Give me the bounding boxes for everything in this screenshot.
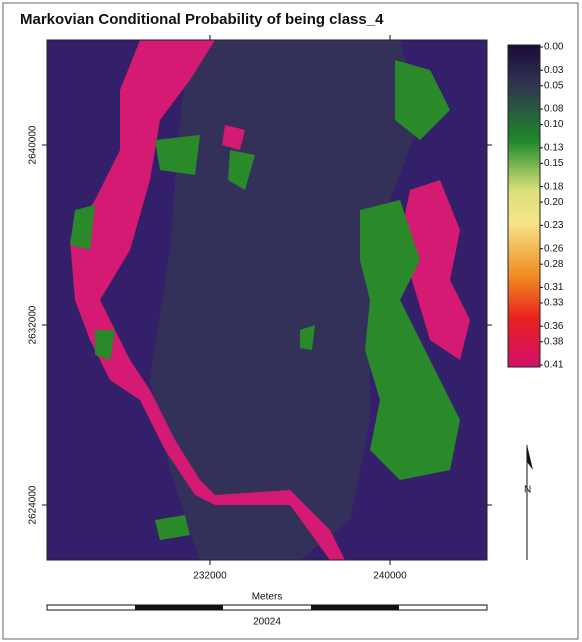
colorbar-label: 0.05: [544, 80, 564, 91]
colorbar-label: 0.18: [544, 181, 564, 192]
map-title: Markovian Conditional Probability of bei…: [20, 11, 384, 28]
colorbar-label: 0.08: [544, 104, 564, 115]
colorbar-label: 0.26: [544, 243, 564, 254]
x-tick-label: 240000: [373, 571, 407, 582]
colorbar-label: 0.00: [544, 42, 564, 53]
scale-bar: [46, 604, 488, 611]
colorbar-label: 0.15: [544, 158, 564, 169]
colorbar-label: 0.33: [544, 298, 564, 309]
colorbar-label: 0.13: [544, 142, 564, 153]
map-border: [46, 39, 488, 561]
colorbar-label: 0.28: [544, 259, 564, 270]
colorbar-label: 0.41: [544, 360, 564, 371]
colorbar-label: 0.03: [544, 65, 564, 76]
colorbar-label: 0.38: [544, 336, 564, 347]
north-label: N: [524, 485, 531, 496]
colorbar: [507, 44, 541, 368]
scale-unit: Meters: [252, 592, 283, 603]
y-tick-label: 2632000: [28, 305, 39, 344]
colorbar-label: 0.31: [544, 282, 564, 293]
raster: [47, 40, 487, 560]
y-tick-label: 2624000: [28, 485, 39, 524]
colorbar-label: 0.10: [544, 119, 564, 130]
colorbar-label: 0.20: [544, 197, 564, 208]
colorbar-label: 0.36: [544, 321, 564, 332]
scale-bar-segment: [311, 605, 399, 610]
scale-bar-segment: [135, 605, 223, 610]
scale-length: 20024: [253, 617, 281, 628]
y-tick-label: 2640000: [28, 125, 39, 164]
x-tick-label: 232000: [193, 571, 227, 582]
colorbar-label: 0.23: [544, 220, 564, 231]
north-arrow-head: [527, 445, 533, 470]
